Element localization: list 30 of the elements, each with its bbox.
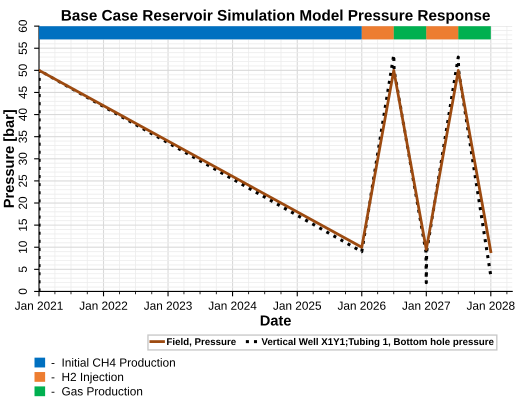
y-tick-label: 30 — [18, 152, 27, 165]
y-tick-label: 0 — [18, 288, 27, 294]
y-tick-label: 10 — [18, 241, 27, 253]
x-tick-label: Jan 2023 — [144, 301, 192, 310]
y-tick-label: 50 — [18, 64, 27, 76]
legend-label: - H2 Injection — [52, 372, 124, 384]
x-tick-label: Jan 2022 — [79, 301, 128, 310]
x-tick-label: Jan 2021 — [14, 301, 63, 310]
y-tick-label: 20 — [18, 196, 27, 209]
x-tick-label: Jan 2025 — [273, 301, 322, 310]
y-tick-label: 35 — [18, 130, 27, 143]
x-tick-label: Jan 2026 — [338, 301, 386, 310]
y-axis-title: Pressure [bar] — [3, 110, 17, 208]
legend-label: Field, Pressure — [167, 338, 236, 346]
x-axis-title: Date — [260, 315, 291, 326]
y-tick-label: 40 — [18, 108, 27, 121]
chart-title: Base Case Reservoir Simulation Model Pressure Response — [62, 10, 490, 24]
line-series — [39, 68, 492, 254]
legend-label: Vertical Well X1Y1;Tubing 1, Bottom hole pressure — [261, 338, 494, 348]
x-tick-label: Jan 2024 — [208, 301, 257, 310]
y-tick-label: 15 — [18, 219, 27, 231]
y-tick-label: 5 — [18, 266, 27, 272]
legend-label: - Initial CH4 Production — [52, 358, 175, 367]
y-tick-label: 45 — [18, 86, 27, 99]
y-tick-label: 55 — [18, 42, 27, 54]
x-tick-label: Jan 2027 — [402, 301, 450, 310]
x-tick-label: Jan 2028 — [466, 301, 515, 310]
y-tick-label: 25 — [18, 174, 27, 187]
y-tick-label: 60 — [18, 20, 27, 32]
legend-label: - Gas Production — [52, 386, 142, 396]
